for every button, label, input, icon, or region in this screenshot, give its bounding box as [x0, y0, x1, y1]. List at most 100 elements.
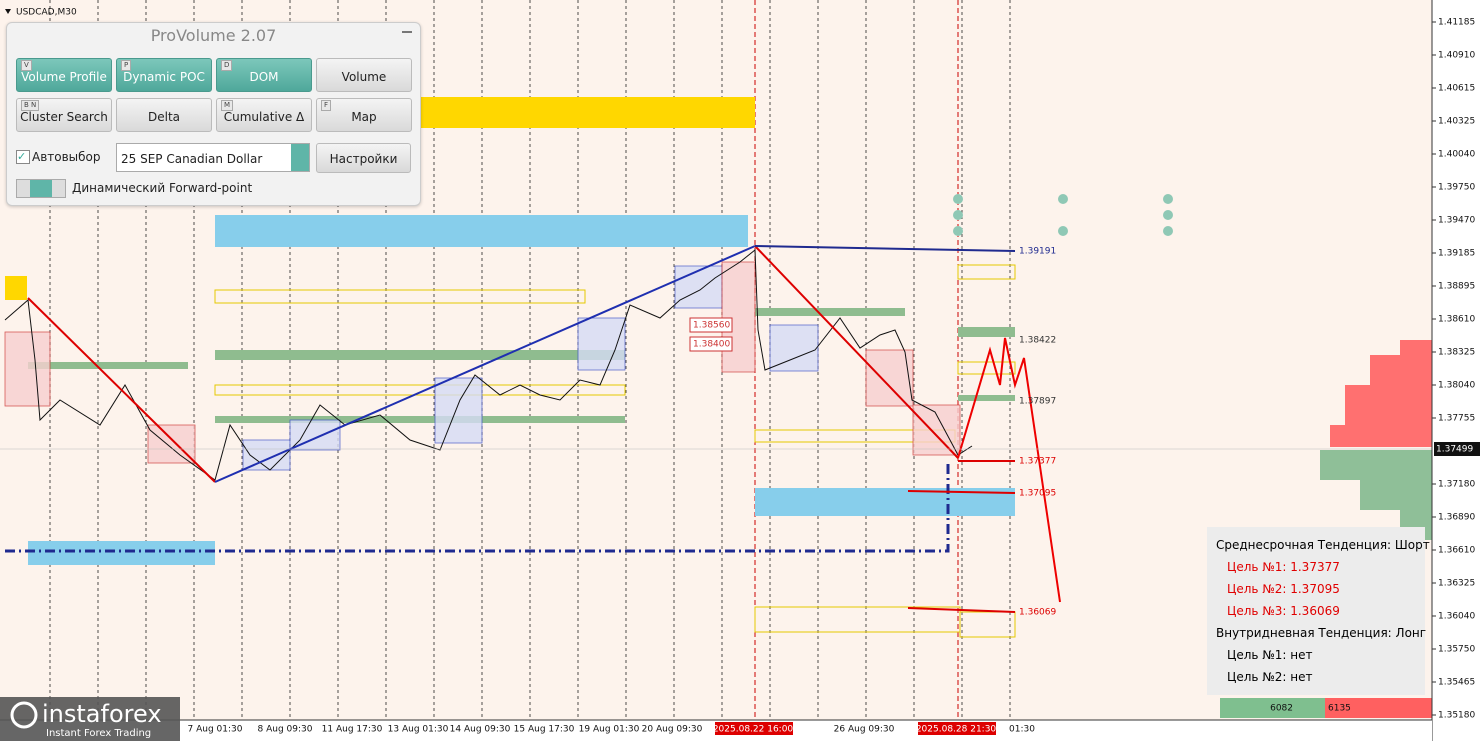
time-label: 2025.08.22 16:00: [713, 725, 794, 735]
checkbox[interactable]: ✓: [16, 150, 30, 164]
auto-select: Автовыбор: [32, 150, 101, 164]
range-boxes-red: [4, 261, 961, 464]
panel-title: ProVolume 2.07: [150, 26, 277, 45]
forward-point: Динамический Forward-point: [72, 181, 253, 195]
time-label: 15 Aug 17:30: [514, 725, 575, 735]
price-axis-bg: [1432, 0, 1480, 741]
current-price-box: [1434, 442, 1480, 456]
volume-profile: [1220, 340, 1432, 718]
target: Цель №2: 1.37095: [1227, 582, 1340, 596]
tool-button[interactable]: Map F: [316, 98, 412, 132]
hotkey: D: [221, 60, 233, 71]
time-label: 8 Aug 09:30: [258, 725, 313, 735]
tool-button[interactable]: Delta: [116, 98, 212, 132]
zone: [215, 416, 625, 423]
button-label: Delta: [147, 110, 180, 124]
zone: [420, 97, 755, 128]
button-label: DOM: [249, 70, 279, 84]
price-label: 1.35465: [1438, 678, 1475, 688]
zigzag: [754, 245, 959, 459]
tool-button[interactable]: Dynamic POC P: [116, 58, 212, 92]
time-label: 20 Aug 09:30: [642, 725, 703, 735]
price-label: 1.36890: [1438, 513, 1475, 523]
tool-button[interactable]: Cluster Search B N: [16, 98, 112, 132]
intraday-trend: Внутридневная Тенденция: Лонг: [1216, 626, 1427, 640]
level-tag: [689, 317, 733, 333]
time-label: 26 Aug 09:30: [834, 725, 895, 735]
price-label: 1.37180: [1438, 480, 1475, 490]
dash-dot-level: [5, 460, 950, 553]
time-highlight: [918, 722, 996, 735]
time-highlight: [715, 722, 793, 735]
tool-button[interactable]: Volume: [316, 58, 412, 92]
instrument: 25 SEP Canadian Dollar: [121, 152, 263, 166]
price-line: [4, 248, 973, 481]
zone: [5, 276, 27, 300]
target: Цель №2: нет: [1227, 670, 1313, 684]
level-label: 1.37095: [1019, 489, 1056, 499]
button-label: Map: [351, 110, 377, 124]
price-label: 1.36325: [1438, 579, 1475, 589]
button-label: Cumulative Δ: [223, 110, 305, 124]
time-label: 01:30: [1009, 725, 1035, 735]
zone: [958, 395, 1015, 401]
zigzag: [214, 245, 756, 483]
button-label: Volume: [341, 70, 387, 84]
toggle[interactable]: [16, 179, 66, 198]
time-label: 7 Aug 01:30: [188, 725, 243, 735]
price-label: 1.38325: [1438, 348, 1475, 358]
time-labels: 7 Aug 01:30 8 Aug 09:30 11 Aug 17:30 13 Aug…: [188, 722, 1035, 735]
price-labels: 1.41185 1.40910 1.40615 1.40325 1.40040 1.397…: [1432, 18, 1475, 721]
trend-box: Среднесрочная Тенденция: Шорт Цель №1: 1…: [1207, 527, 1430, 695]
price-label: 1.38040: [1438, 381, 1475, 391]
zone: [28, 541, 215, 565]
logo-tagline: Instant Forex Trading: [46, 728, 151, 739]
target: Цель №3: 1.36069: [1227, 604, 1340, 618]
price-label: 1.39185: [1438, 249, 1475, 259]
level-label: 1.39191: [1019, 247, 1056, 257]
level-label: 1.37897: [1019, 397, 1056, 407]
volume-sell: 6135: [1328, 704, 1351, 714]
time-label: 14 Aug 09:30: [450, 725, 511, 735]
hotkey: M: [221, 100, 234, 111]
instrument-select[interactable]: 25 SEP Canadian Dollar: [116, 143, 310, 172]
button-label: Cluster Search: [20, 110, 108, 124]
price-label: 1.35180: [1438, 711, 1475, 721]
hotkey: P: [121, 60, 132, 71]
price-label: 1.40325: [1438, 117, 1475, 127]
level-label: 1.36069: [1019, 608, 1056, 618]
zigzag: [27, 297, 216, 483]
symbol-arrow: [5, 9, 11, 14]
current-price: 1.37499: [1436, 445, 1473, 455]
mid-trend: Среднесрочная Тенденция: Шорт: [1216, 538, 1430, 552]
time-label: 13 Aug 01:30: [388, 725, 449, 735]
price-label: 1.36610: [1438, 546, 1475, 556]
hotkey: F: [321, 100, 332, 111]
button-label: Dynamic POC: [123, 70, 205, 84]
tool-button[interactable]: DOM D: [216, 58, 312, 92]
provolume-panel: ProVolume 2.07 Volume Profile V Dynamic PO…: [6, 22, 421, 206]
price-label: 1.35750: [1438, 645, 1475, 655]
zone: [958, 327, 1015, 337]
target: Цель №1: нет: [1227, 648, 1313, 662]
price-label: 1.39470: [1438, 216, 1475, 226]
settings-button[interactable]: Настройки: [316, 143, 411, 173]
hotkey: B N: [21, 100, 40, 111]
time-label: 11 Aug 17:30: [322, 725, 383, 735]
logo-name: instaforex: [42, 700, 162, 728]
price-label: 1.39750: [1438, 183, 1475, 193]
level-line: [907, 490, 1016, 494]
minimize[interactable]: [402, 31, 412, 33]
price-label: 1.38610: [1438, 315, 1475, 325]
time-label: 2025.08.28 21:30: [916, 725, 997, 735]
price-label: 1.38895: [1438, 282, 1475, 292]
level-tag-text: 1.38400: [693, 340, 730, 350]
spinner[interactable]: [291, 144, 309, 171]
time-label: 19 Aug 01:30: [579, 725, 640, 735]
tool-button[interactable]: Volume Profile V: [16, 58, 112, 92]
fibo-points: [953, 194, 1173, 236]
level-tag: [689, 336, 733, 352]
level-line: [907, 607, 1016, 613]
